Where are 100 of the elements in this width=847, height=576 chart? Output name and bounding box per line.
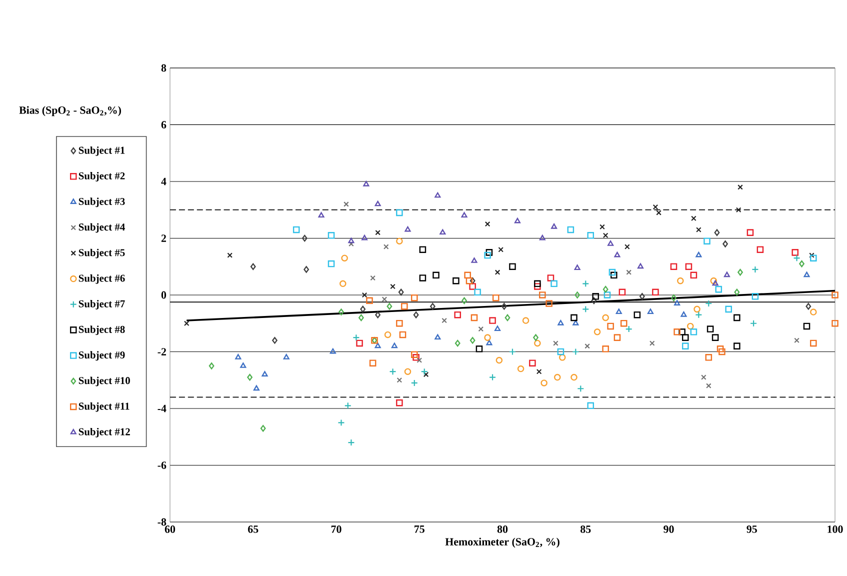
point (247, 374, 252, 381)
y-tick-label: 6 (161, 121, 166, 128)
point (386, 302, 392, 310)
point (582, 306, 590, 313)
point (413, 311, 419, 318)
x-tick-label: 85 (580, 526, 591, 533)
point (396, 377, 402, 383)
point (539, 292, 546, 298)
point (401, 302, 408, 310)
legend-label: Subject #9 (78, 351, 125, 361)
point (756, 246, 764, 253)
point (724, 272, 730, 278)
point (534, 340, 541, 347)
point (746, 229, 754, 236)
point (678, 328, 686, 336)
point (572, 348, 580, 356)
point (496, 356, 503, 364)
x-tick-label: 75 (414, 526, 424, 533)
point (360, 306, 366, 313)
point (714, 229, 720, 236)
point (626, 270, 632, 275)
point (738, 268, 743, 276)
point (647, 308, 654, 314)
point (396, 320, 403, 327)
point (486, 249, 493, 256)
point (712, 280, 718, 286)
point (534, 280, 541, 288)
point (348, 238, 354, 244)
point (752, 266, 759, 273)
point (649, 340, 655, 346)
point (344, 402, 352, 410)
point (536, 368, 542, 374)
point (384, 331, 392, 338)
point (696, 227, 702, 232)
point (591, 297, 597, 304)
point (570, 314, 578, 322)
point (738, 184, 743, 190)
point (522, 317, 530, 324)
point (302, 234, 308, 242)
point (810, 340, 817, 347)
point (369, 360, 376, 366)
point (639, 293, 645, 300)
point (610, 272, 618, 279)
point (682, 334, 689, 341)
point (553, 340, 558, 346)
x-tick-label: 80 (497, 526, 508, 533)
point (348, 439, 355, 446)
legend-label: Subject #1 (78, 146, 125, 156)
point (253, 385, 260, 391)
point (594, 328, 601, 336)
point (250, 263, 256, 270)
point (624, 244, 630, 250)
point (514, 218, 520, 224)
point (328, 232, 335, 239)
point (383, 244, 389, 250)
y-tick-label: 8 (161, 64, 166, 72)
point (410, 379, 418, 386)
point (734, 288, 740, 296)
legend-label: Subject #2 (78, 172, 125, 182)
point (750, 320, 758, 327)
point (419, 274, 426, 282)
point (486, 340, 492, 346)
point (625, 326, 632, 333)
point (602, 314, 609, 322)
point (803, 322, 810, 330)
point (546, 300, 552, 307)
point (358, 314, 364, 322)
y-tick-label: 4 (161, 178, 166, 186)
point (517, 365, 524, 372)
point (391, 342, 398, 348)
point (411, 294, 418, 302)
point (341, 254, 348, 262)
point (382, 296, 388, 302)
point (572, 320, 579, 326)
point (558, 354, 566, 361)
point (671, 294, 676, 302)
x-tick-label: 100 (828, 526, 843, 533)
point (832, 292, 838, 298)
point (637, 263, 644, 269)
point (691, 216, 696, 222)
point (484, 252, 491, 259)
point (374, 200, 381, 206)
point (356, 340, 363, 347)
point (227, 252, 233, 258)
point (810, 308, 817, 316)
point (484, 221, 490, 227)
point (318, 212, 324, 218)
x-tick-label: 60 (164, 526, 176, 533)
point (419, 246, 426, 253)
point (375, 311, 381, 318)
point (470, 314, 478, 322)
x-tick-label: 95 (746, 526, 757, 533)
legend-label: Subject #4 (78, 223, 125, 233)
point (374, 342, 381, 348)
point (466, 277, 473, 284)
point (600, 224, 605, 230)
point (389, 368, 396, 376)
point (462, 297, 467, 304)
point (396, 209, 403, 216)
point (674, 300, 680, 306)
